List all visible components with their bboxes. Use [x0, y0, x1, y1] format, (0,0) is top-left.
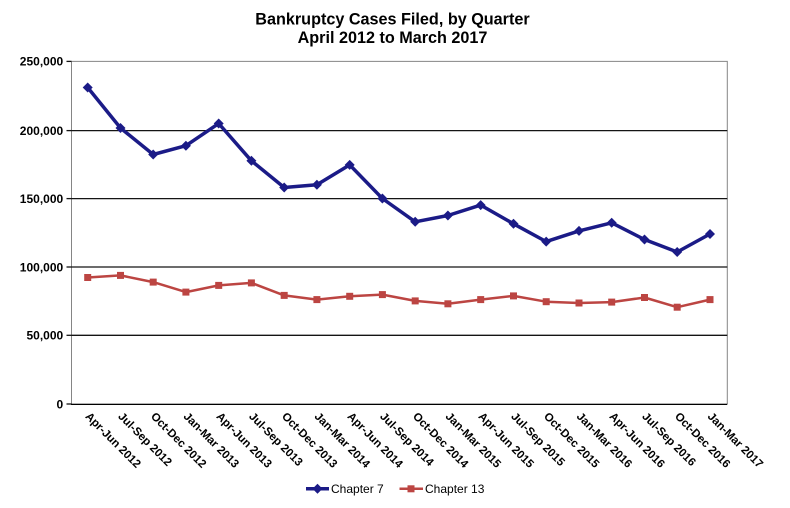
svg-text:50,000: 50,000 — [26, 329, 63, 343]
svg-text:100,000: 100,000 — [20, 260, 64, 274]
svg-text:200,000: 200,000 — [20, 124, 64, 138]
svg-text:150,000: 150,000 — [20, 192, 64, 206]
svg-text:Bankruptcy Cases Filed, by Qua: Bankruptcy Cases Filed, by Quarter — [255, 11, 530, 29]
svg-text:250,000: 250,000 — [20, 55, 64, 69]
svg-text:April 2012 to March 2017: April 2012 to March 2017 — [298, 29, 488, 47]
svg-text:0: 0 — [57, 397, 64, 411]
svg-text:Chapter 13: Chapter 13 — [425, 482, 485, 496]
svg-text:Chapter 7: Chapter 7 — [331, 482, 384, 496]
